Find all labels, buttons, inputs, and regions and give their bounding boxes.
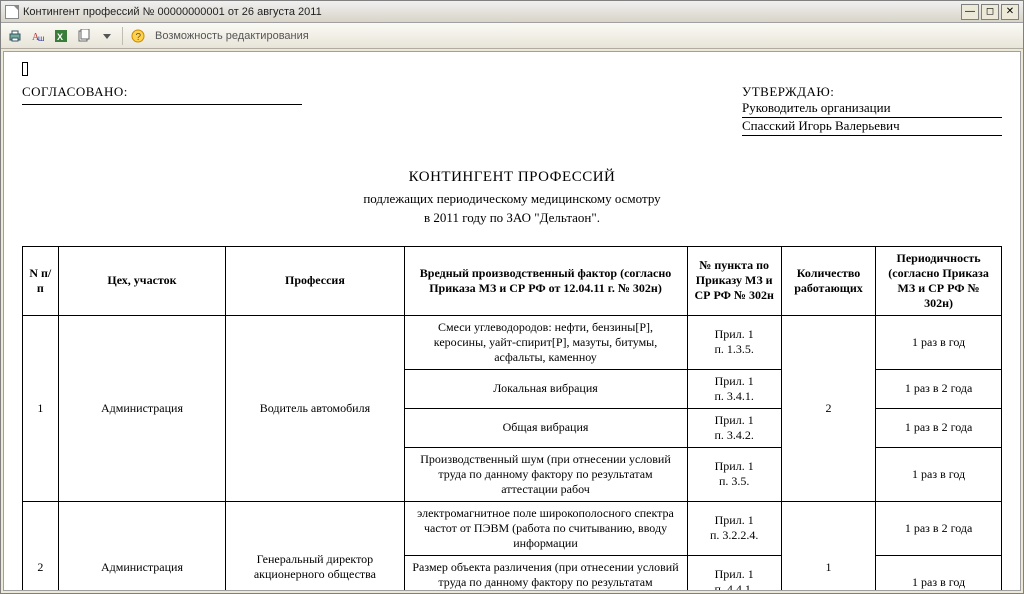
approved-block: УТВЕРЖДАЮ: Руководитель организации Спас… (742, 84, 1002, 136)
professions-table: N п/п Цех, участок Профессия Вредный про… (22, 246, 1002, 592)
font-icon[interactable]: Aш (28, 26, 48, 46)
cell-period: 1 раз в год (876, 447, 1002, 501)
svg-text:X: X (57, 32, 63, 42)
title-line-3: в 2011 году по ЗАО "Дельтаон". (22, 208, 1002, 228)
cell-dept: Администрация (58, 501, 226, 591)
svg-text:?: ? (136, 32, 142, 43)
cell-factor: Локальная вибрация (404, 369, 687, 408)
cell-prof: Генеральный директор акционерного общест… (226, 501, 404, 591)
svg-text:ш: ш (38, 34, 44, 43)
cell-dept: Администрация (58, 315, 226, 501)
cell-point: Прил. 1 п. 1.3.5. (687, 315, 781, 369)
cell-count: 2 (781, 315, 875, 501)
agreed-label: СОГЛАСОВАНО: (22, 84, 302, 100)
cell-factor: Производственный шум (при отнесении усло… (404, 447, 687, 501)
cell-factor: Смеси углеводородов: нефти, бензины[Р], … (404, 315, 687, 369)
window-controls: — ◻ ✕ (961, 4, 1019, 20)
cell-period: 1 раз в 2 года (876, 408, 1002, 447)
cell-period: 1 раз в год (876, 315, 1002, 369)
col-num: N п/п (23, 246, 59, 315)
cell-num: 2 (23, 501, 59, 591)
titlebar: Контингент профессий № 00000000001 от 26… (1, 1, 1023, 23)
cell-prof: Водитель автомобиля (226, 315, 404, 501)
maximize-button[interactable]: ◻ (981, 4, 999, 20)
col-count: Количество работающих (781, 246, 875, 315)
cell-point: Прил. 1 п. 3.2.2.4. (687, 501, 781, 555)
toolbar-hint: Возможность редактирования (155, 30, 309, 42)
window-title: Контингент профессий № 00000000001 от 26… (23, 6, 961, 18)
cell-point: Прил. 1 п. 3.4.2. (687, 408, 781, 447)
document-page: СОГЛАСОВАНО: УТВЕРЖДАЮ: Руководитель орг… (4, 52, 1020, 591)
col-period: Периодичность (согласно Приказа МЗ и СР … (876, 246, 1002, 315)
approved-label: УТВЕРЖДАЮ: (742, 84, 1002, 100)
document-viewport[interactable]: СОГЛАСОВАНО: УТВЕРЖДАЮ: Руководитель орг… (3, 51, 1021, 591)
dropdown-icon[interactable] (97, 26, 117, 46)
col-point: № пункта по Приказу МЗ и СР РФ № 302н (687, 246, 781, 315)
cell-num: 1 (23, 315, 59, 501)
table-body: 1АдминистрацияВодитель автомобиляСмеси у… (23, 315, 1002, 591)
agreed-block: СОГЛАСОВАНО: (22, 84, 302, 136)
close-button[interactable]: ✕ (1001, 4, 1019, 20)
cell-factor: электромагнитное поле широкополосного сп… (404, 501, 687, 555)
cell-period: 1 раз в год (876, 555, 1002, 591)
title-line-2: подлежащих периодическому медицинскому о… (22, 189, 1002, 209)
cell-period: 1 раз в 2 года (876, 501, 1002, 555)
col-factor: Вредный производственный фактор (согласн… (404, 246, 687, 315)
chief-position: Руководитель организации (742, 100, 1002, 118)
table-head: N п/п Цех, участок Профессия Вредный про… (23, 246, 1002, 315)
cell-factor: Общая вибрация (404, 408, 687, 447)
text-cursor (22, 62, 28, 76)
table-row: 1АдминистрацияВодитель автомобиляСмеси у… (23, 315, 1002, 369)
document-icon (5, 5, 19, 19)
cell-point: Прил. 1 п. 3.4.1. (687, 369, 781, 408)
toolbar-separator (122, 27, 123, 45)
col-dept: Цех, участок (58, 246, 226, 315)
chief-name: Спасский Игорь Валерьевич (742, 118, 1002, 136)
print-icon[interactable] (5, 26, 25, 46)
help-icon[interactable]: ? (128, 26, 148, 46)
app-window: Контингент профессий № 00000000001 от 26… (0, 0, 1024, 594)
copy-icon[interactable] (74, 26, 94, 46)
title-line-1: КОНТИНГЕНТ ПРОФЕССИЙ (22, 166, 1002, 189)
cell-count: 1 (781, 501, 875, 591)
toolbar: Aш X ? Возможность редактирования (1, 23, 1023, 49)
cell-factor: Размер объекта различения (при отнесении… (404, 555, 687, 591)
agreed-underline (22, 104, 302, 105)
col-prof: Профессия (226, 246, 404, 315)
cell-point: Прил. 1 п. 3.5. (687, 447, 781, 501)
approval-header: СОГЛАСОВАНО: УТВЕРЖДАЮ: Руководитель орг… (22, 84, 1002, 136)
excel-icon[interactable]: X (51, 26, 71, 46)
cell-period: 1 раз в 2 года (876, 369, 1002, 408)
minimize-button[interactable]: — (961, 4, 979, 20)
document-title: КОНТИНГЕНТ ПРОФЕССИЙ подлежащих периодич… (22, 166, 1002, 228)
cell-point: Прил. 1 п. 4.4.1. (687, 555, 781, 591)
table-row: 2АдминистрацияГенеральный директор акцио… (23, 501, 1002, 555)
